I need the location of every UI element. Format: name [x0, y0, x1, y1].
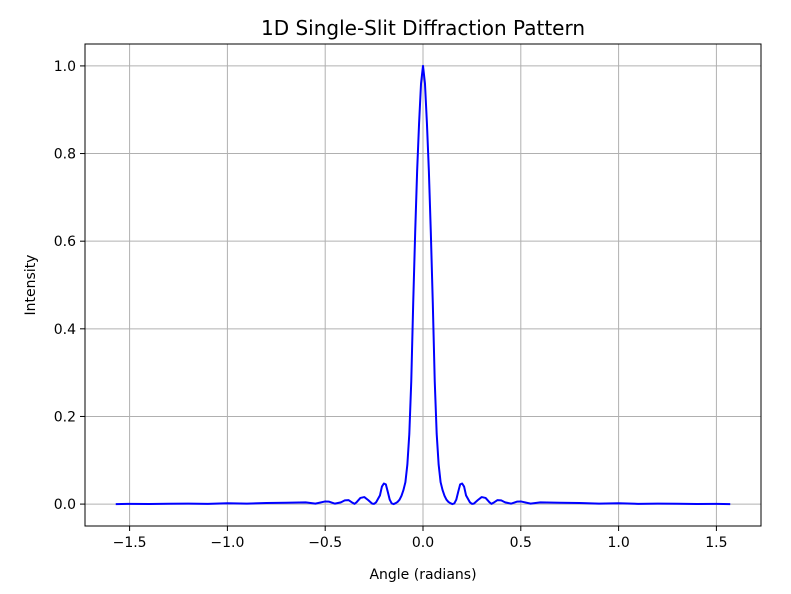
- y-tick-label: 0.8: [54, 147, 76, 163]
- y-tick-label: 0.2: [54, 409, 76, 425]
- chart-title: 1D Single-Slit Diffraction Pattern: [261, 16, 585, 40]
- x-tick-label: 1.5: [705, 535, 727, 551]
- x-axis-label: Angle (radians): [369, 567, 476, 583]
- y-tick-label: 1.0: [54, 59, 76, 75]
- x-tick-label: 0.5: [510, 535, 532, 551]
- series-layer: [115, 64, 731, 506]
- x-tick-label: 0.0: [412, 535, 434, 551]
- y-axis-label: Intensity: [23, 255, 39, 316]
- y-tick-label: 0.6: [54, 234, 76, 250]
- x-tick-label: −1.5: [113, 535, 147, 551]
- x-tick-label: −1.0: [210, 535, 244, 551]
- y-tick-label: 0.4: [54, 322, 76, 338]
- x-tick-label: 1.0: [607, 535, 629, 551]
- ticks: −1.5 −1.0 −0.5 0.0 0.5 1.0 1.5 0.0 0.2 0.4 0.6 0.8 1…: [54, 59, 728, 551]
- x-tick-label: −0.5: [308, 535, 342, 551]
- intensity-series-line: [115, 64, 731, 506]
- y-tick-label: 0.0: [54, 497, 76, 513]
